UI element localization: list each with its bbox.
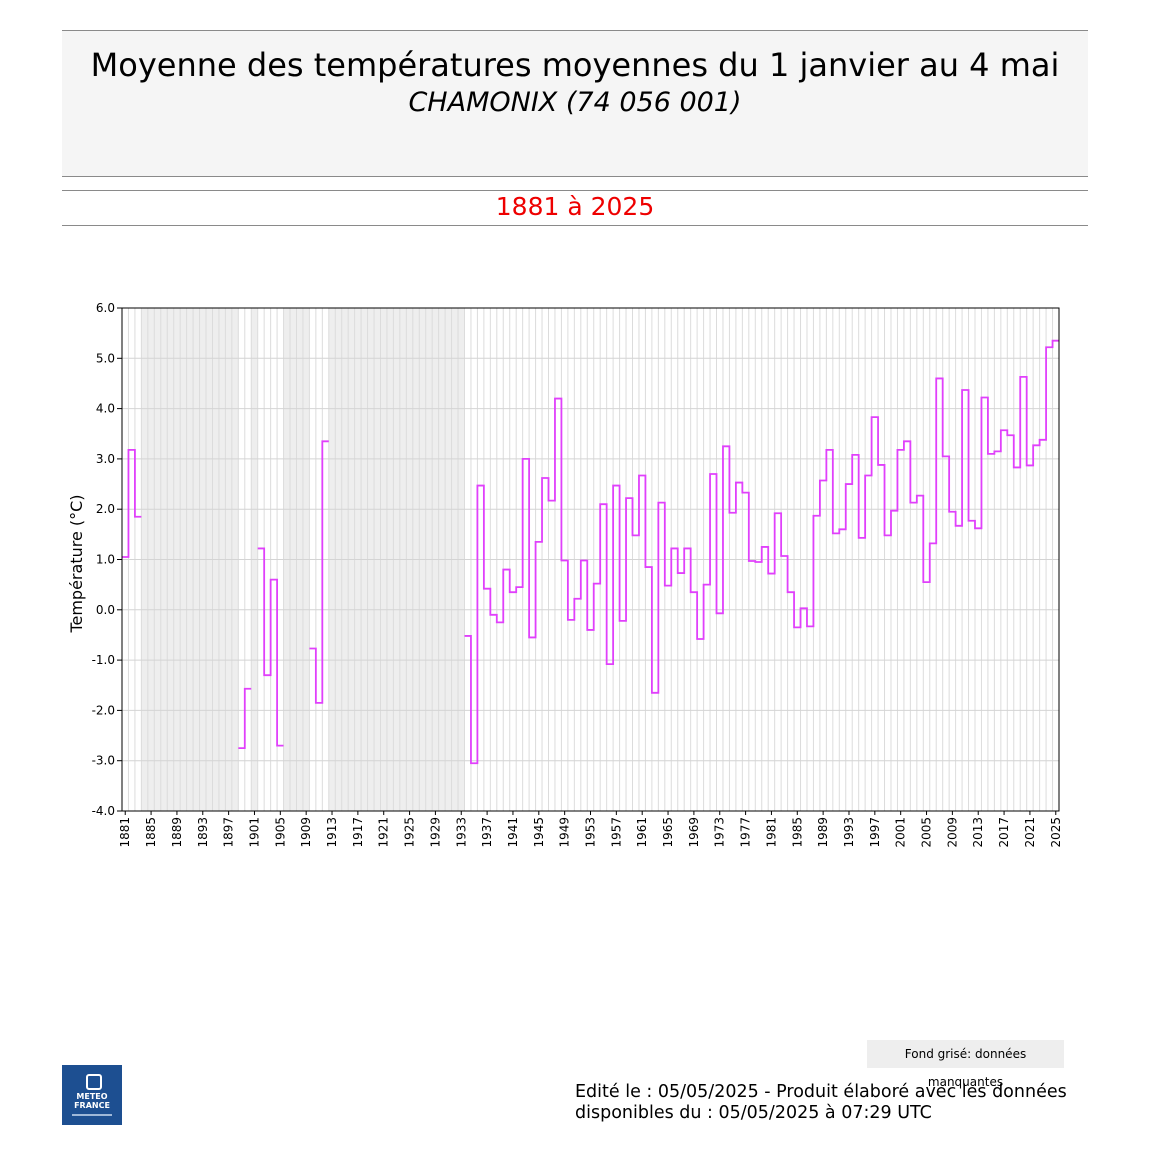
x-tick-label: 2009 — [945, 817, 959, 848]
x-axis-ticks: 1881 1885 1889 1893 1897 1901 1905 1909 1913 1917… — [118, 811, 1063, 848]
temperature-step-line — [464, 339, 1059, 765]
x-tick-label: 1889 — [170, 817, 184, 848]
station-subtitle: CHAMONIX (74 056 001) — [408, 87, 742, 118]
edition-line-2: disponibles du : 05/05/2025 à 07:29 UTC — [575, 1103, 932, 1123]
x-tick-label: 1933 — [454, 817, 468, 848]
y-tick-label: 6.0 — [96, 301, 115, 315]
y-axis-label: Température (°C) — [67, 494, 86, 633]
x-tick-label: 1989 — [816, 817, 830, 848]
temperature-step-line — [257, 547, 284, 747]
x-tick-label: 1937 — [480, 817, 494, 848]
x-tick-label: 1961 — [635, 817, 649, 848]
period-label: 1881 à 2025 — [495, 192, 655, 221]
logo-mark-icon — [86, 1074, 102, 1090]
logo-text-2: FRANCE — [74, 1101, 110, 1110]
x-tick-label: 1965 — [661, 817, 675, 848]
y-tick-label: 0.0 — [96, 603, 115, 617]
y-tick-label: 3.0 — [96, 452, 115, 466]
x-tick-label: 1881 — [118, 817, 132, 848]
x-tick-label: 1977 — [739, 817, 753, 848]
x-tick-label: 1993 — [842, 817, 856, 848]
x-tick-label: 1941 — [506, 817, 520, 848]
x-tick-label: 2025 — [1049, 817, 1063, 848]
y-tick-label: 5.0 — [96, 351, 115, 365]
edition-note: Edité le : 05/05/2025 - Produit élaboré … — [575, 1082, 1115, 1124]
period-box: 1881 à 2025 — [62, 190, 1088, 226]
x-tick-label: 1921 — [377, 817, 391, 848]
x-tick-label: 1969 — [687, 817, 701, 848]
x-tick-label: 1893 — [196, 817, 210, 848]
meteo-france-logo: METEO FRANCE — [62, 1065, 122, 1125]
edition-line-1: Edité le : 05/05/2025 - Produit élaboré … — [575, 1082, 1067, 1102]
x-tick-label: 1897 — [222, 817, 236, 848]
y-tick-label: -2.0 — [92, 703, 115, 717]
x-tick-label: 1981 — [764, 817, 778, 848]
temperature-step-line — [122, 448, 142, 558]
y-tick-label: 4.0 — [96, 402, 115, 416]
x-tick-label: 1909 — [299, 817, 313, 848]
x-tick-label: 1913 — [325, 817, 339, 848]
y-tick-label: -4.0 — [92, 804, 115, 818]
chart-grid — [122, 308, 1059, 811]
x-tick-label: 1953 — [584, 817, 598, 848]
y-tick-label: -1.0 — [92, 653, 115, 667]
y-tick-label: 1.0 — [96, 553, 115, 567]
x-tick-label: 1945 — [532, 817, 546, 848]
x-tick-label: 1901 — [247, 817, 261, 848]
x-tick-label: 1885 — [144, 817, 158, 848]
x-tick-label: 1905 — [273, 817, 287, 848]
page-title: Moyenne des températures moyennes du 1 j… — [90, 46, 1060, 84]
x-tick-label: 2013 — [971, 817, 985, 848]
header-box: Moyenne des températures moyennes du 1 j… — [62, 30, 1088, 177]
x-tick-label: 1925 — [403, 817, 417, 848]
missing-data-legend: Fond grisé: données manquantes — [867, 1040, 1064, 1089]
logo-text-1: METEO — [76, 1092, 108, 1101]
temperature-series — [122, 339, 1059, 765]
x-tick-label: 1929 — [428, 817, 442, 848]
x-tick-label: 2017 — [997, 817, 1011, 848]
x-tick-label: 1997 — [868, 817, 882, 848]
x-tick-label: 2005 — [920, 817, 934, 848]
y-tick-label: -3.0 — [92, 754, 115, 768]
logo-underline — [72, 1114, 112, 1116]
x-tick-label: 1957 — [609, 817, 623, 848]
temperature-step-line — [309, 440, 329, 704]
x-tick-label: 1949 — [558, 817, 572, 848]
y-tick-label: 2.0 — [96, 502, 115, 516]
x-tick-label: 1985 — [790, 817, 804, 848]
x-tick-label: 2001 — [894, 817, 908, 848]
y-axis-ticks: 6.0 5.0 4.0 3.0 2.0 1.0 0.0 -1.0 -2.0 -3.0 -4.0 — [92, 301, 122, 818]
x-tick-label: 2021 — [1023, 817, 1037, 848]
x-tick-label: 1973 — [713, 817, 727, 848]
x-tick-label: 1917 — [351, 817, 365, 848]
temperature-step-line — [238, 687, 252, 750]
